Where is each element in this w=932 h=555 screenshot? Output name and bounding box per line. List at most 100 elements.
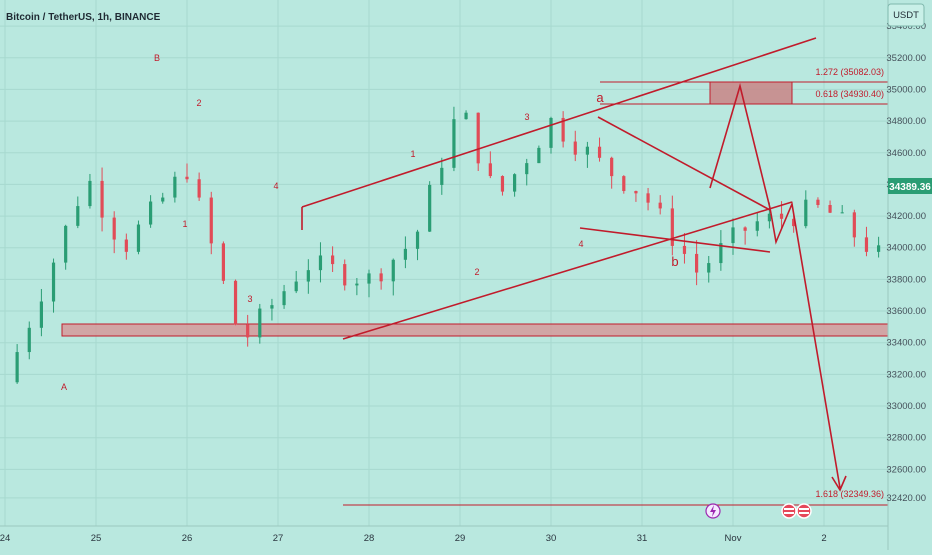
price-tick-label: 35000.00 — [886, 84, 926, 95]
candle-body — [379, 273, 383, 282]
price-tick-label: 33400.00 — [886, 338, 926, 349]
price-tick-label: 34000.00 — [886, 243, 926, 254]
candle-body — [343, 264, 347, 286]
candle-body — [864, 237, 869, 252]
wave-label-2b: 2 — [474, 267, 479, 277]
candle-body — [355, 283, 359, 286]
wave-label-1: 1 — [182, 219, 187, 229]
price-tick-label: 34600.00 — [886, 148, 926, 159]
candle-body — [840, 212, 844, 214]
candle-body — [185, 176, 189, 180]
candle-body — [306, 270, 310, 282]
candle-body — [88, 180, 92, 207]
candle-body — [403, 248, 407, 260]
flag-stripe — [799, 508, 809, 510]
time-tick-label: 24 — [0, 533, 10, 544]
flag-stripe — [799, 512, 809, 514]
candle-body — [779, 213, 784, 219]
time-tick-label: 30 — [546, 533, 557, 544]
event-marker-flag-1[interactable] — [781, 503, 797, 519]
triangle-upper-line — [597, 116, 771, 211]
candle-body — [500, 176, 505, 192]
triangle-lower-line — [579, 227, 771, 253]
candlestick-series — [15, 106, 929, 384]
candle-body — [100, 180, 104, 218]
price-tick-label: 33000.00 — [886, 401, 926, 412]
support-zone — [61, 323, 889, 337]
price-tick-label: 32600.00 — [886, 464, 926, 475]
candle-body — [233, 280, 238, 325]
price-tick-label: 35400.00 — [886, 21, 926, 32]
channel-upper-line — [301, 37, 817, 208]
wave-label-2: 2 — [196, 98, 201, 108]
event-marker-lightning[interactable] — [705, 503, 721, 519]
candle-body — [149, 201, 153, 225]
currency-button[interactable] — [887, 3, 925, 27]
event-marker-flag-2[interactable] — [796, 503, 812, 519]
candle-body — [27, 327, 31, 353]
lightning-icon — [710, 505, 716, 517]
candle-body — [828, 205, 832, 213]
candle-body — [391, 259, 395, 282]
wave-label-1b: 1 — [410, 149, 415, 159]
chart-title: Bitcoin / TetherUS, 1h, BINANCE — [6, 12, 161, 23]
candle-body — [440, 167, 444, 185]
time-tick-label: 26 — [182, 533, 193, 544]
target-zone — [709, 81, 793, 105]
candle-body — [221, 243, 225, 281]
candle-body — [112, 217, 116, 240]
candle-body — [270, 305, 274, 309]
candle-body — [294, 281, 298, 292]
candle-body — [658, 202, 662, 209]
candle-body — [282, 291, 286, 306]
candle-body — [258, 308, 262, 338]
candle-body — [634, 191, 638, 194]
candle-body — [804, 199, 808, 227]
grid — [0, 0, 888, 526]
candle-body — [246, 324, 250, 338]
candle-body — [597, 146, 602, 158]
candle-body — [136, 224, 141, 252]
candle-body — [64, 225, 68, 263]
time-tick-label: 31 — [637, 533, 648, 544]
time-axis-ticks: 24 25 26 27 28 29 30 31 Nov 2 — [0, 533, 827, 544]
candle-body — [209, 197, 213, 244]
price-tick-label: 35200.00 — [886, 53, 926, 64]
candle-body — [537, 147, 541, 164]
channel-lower-line — [342, 201, 793, 340]
candle-body — [452, 119, 456, 168]
candle-body — [331, 255, 335, 265]
candle-body — [877, 245, 881, 252]
fib-1272-label: 1.272 (35082.03) — [815, 67, 884, 77]
time-tick-label: 25 — [91, 533, 102, 544]
candle-body — [792, 218, 796, 227]
candle-body — [76, 206, 80, 226]
candle-body — [464, 112, 468, 120]
candle-body — [39, 301, 43, 328]
price-tick-label: 34800.00 — [886, 116, 926, 127]
price-tick-label: 33800.00 — [886, 274, 926, 285]
projection-path — [709, 82, 841, 489]
candle-body — [161, 197, 165, 202]
candle-body — [755, 221, 759, 231]
price-tick-label: 33200.00 — [886, 369, 926, 380]
candle-body — [670, 208, 674, 246]
price-tick-label: 34200.00 — [886, 211, 926, 222]
candle-body — [51, 262, 56, 302]
wave-label-3b: 3 — [524, 112, 529, 122]
us-flag-icon — [796, 503, 812, 519]
wave-label-4: 4 — [273, 181, 278, 191]
candle-body — [197, 179, 201, 198]
price-axis-ticks: 35400.00 35200.00 35000.00 34800.00 34600.00… — [886, 21, 926, 504]
candle-body — [719, 243, 723, 264]
time-tick-label: 28 — [364, 533, 375, 544]
time-tick-label: Nov — [725, 533, 742, 544]
candle-body — [573, 141, 577, 155]
candle-body — [476, 112, 480, 164]
wave-label-A: A — [61, 382, 67, 392]
wave-label-4b: 4 — [578, 239, 583, 249]
time-tick-label: 27 — [273, 533, 284, 544]
price-tick-label: 32800.00 — [886, 433, 926, 444]
